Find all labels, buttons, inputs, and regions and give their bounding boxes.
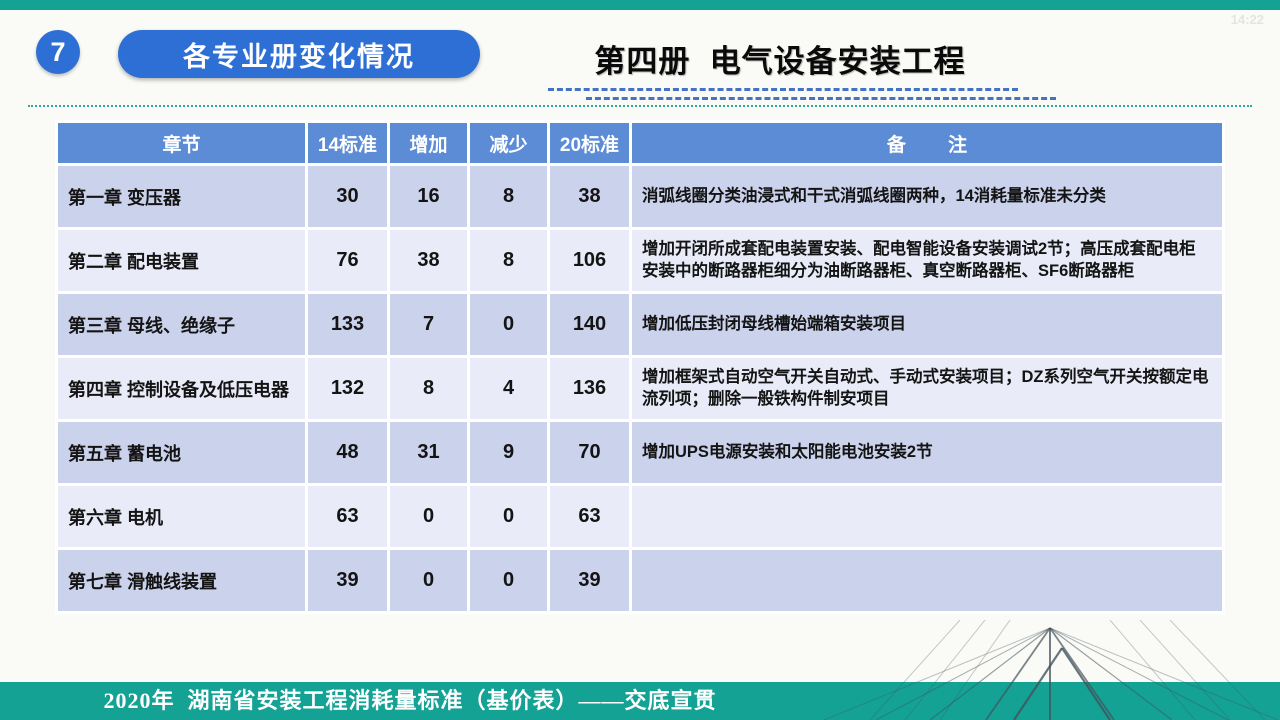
removed-cell: 0 [467, 547, 550, 614]
chapter-cell: 第七章 滑触线装置 [55, 547, 308, 614]
added-cell: 31 [387, 419, 470, 486]
std14-cell: 39 [305, 547, 390, 614]
remark-cell [629, 483, 1225, 550]
removed-cell: 0 [467, 483, 550, 550]
title-underline-dash-2 [586, 97, 1056, 100]
chapter-cell: 第五章 蓄电池 [55, 419, 308, 486]
section-number-badge: 7 [36, 30, 80, 74]
chapter-cell: 第二章 配电装置 [55, 227, 308, 294]
added-cell: 8 [387, 355, 470, 422]
remark-cell: 消弧线圈分类油浸式和干式消弧线圈两种，14消耗量标准未分类 [629, 163, 1225, 230]
added-cell: 0 [387, 547, 470, 614]
added-cell: 7 [387, 291, 470, 358]
footer-text: 2020年 湖南省安装工程消耗量标准（基价表）——交底宣贯 [103, 688, 717, 713]
remark-cell [629, 547, 1225, 614]
clock-watermark: 14:22 [1230, 12, 1264, 27]
added-cell: 16 [387, 163, 470, 230]
top-accent-bar [0, 0, 1280, 10]
std20-cell: 106 [547, 227, 632, 294]
std14-cell: 30 [305, 163, 390, 230]
column-header-added: 增加 [387, 120, 470, 166]
chapter-cell: 第一章 变压器 [55, 163, 308, 230]
column-header-chapter: 章节 [55, 120, 308, 166]
std20-cell: 63 [547, 483, 632, 550]
std20-cell: 140 [547, 291, 632, 358]
dotted-divider-line [28, 105, 1252, 107]
table-row: 第二章 配电装置 76 38 8 106 增加开闭所成套配电装置安装、配电智能设… [55, 227, 1225, 294]
title-underline-dash-1 [548, 88, 1018, 91]
remark-cell: 增加开闭所成套配电装置安装、配电智能设备安装调试2节；高压成套配电柜安装中的断路… [629, 227, 1225, 294]
table-row: 第五章 蓄电池 48 31 9 70 增加UPS电源安装和太阳能电池安装2节 [55, 419, 1225, 486]
std20-cell: 39 [547, 547, 632, 614]
remark-cell: 增加UPS电源安装和太阳能电池安装2节 [629, 419, 1225, 486]
std14-cell: 133 [305, 291, 390, 358]
table-row: 第七章 滑触线装置 39 0 0 39 [55, 547, 1225, 614]
removed-cell: 9 [467, 419, 550, 486]
added-cell: 38 [387, 227, 470, 294]
column-header-std20: 20标准 [547, 120, 632, 166]
table-row: 第六章 电机 63 0 0 63 [55, 483, 1225, 550]
table-row: 第一章 变压器 30 16 8 38 消弧线圈分类油浸式和干式消弧线圈两种，14… [55, 163, 1225, 230]
table-row: 第三章 母线、绝缘子 133 7 0 140 增加低压封闭母线槽始端箱安装项目 [55, 291, 1225, 358]
std14-cell: 132 [305, 355, 390, 422]
remark-cell: 增加低压封闭母线槽始端箱安装项目 [629, 291, 1225, 358]
removed-cell: 8 [467, 227, 550, 294]
chapter-change-table: 章节 14标准 增加 减少 20标准 备 注 第一章 变压器 30 16 8 3… [55, 120, 1225, 614]
chapter-cell: 第六章 电机 [55, 483, 308, 550]
chapter-cell: 第三章 母线、绝缘子 [55, 291, 308, 358]
column-header-removed: 减少 [467, 120, 550, 166]
remark-cell: 增加框架式自动空气开关自动式、手动式安装项目；DZ系列空气开关按额定电流列项；删… [629, 355, 1225, 422]
std20-cell: 136 [547, 355, 632, 422]
page-title: 第四册 电气设备安装工程 [594, 44, 966, 79]
table-row: 第四章 控制设备及低压电器 132 8 4 136 增加框架式自动空气开关自动式… [55, 355, 1225, 422]
removed-cell: 0 [467, 291, 550, 358]
column-header-remark: 备 注 [629, 120, 1225, 166]
std20-cell: 38 [547, 163, 632, 230]
std14-cell: 48 [305, 419, 390, 486]
table-header-row: 章节 14标准 增加 减少 20标准 备 注 [55, 120, 1225, 166]
chapter-cell: 第四章 控制设备及低压电器 [55, 355, 308, 422]
section-label: 各专业册变化情况 [183, 41, 415, 72]
std14-cell: 76 [305, 227, 390, 294]
column-header-std14: 14标准 [305, 120, 390, 166]
removed-cell: 4 [467, 355, 550, 422]
added-cell: 0 [387, 483, 470, 550]
std20-cell: 70 [547, 419, 632, 486]
table-body: 第一章 变压器 30 16 8 38 消弧线圈分类油浸式和干式消弧线圈两种，14… [55, 163, 1225, 614]
removed-cell: 8 [467, 163, 550, 230]
std14-cell: 63 [305, 483, 390, 550]
section-label-pill: 各专业册变化情况 [118, 30, 480, 78]
